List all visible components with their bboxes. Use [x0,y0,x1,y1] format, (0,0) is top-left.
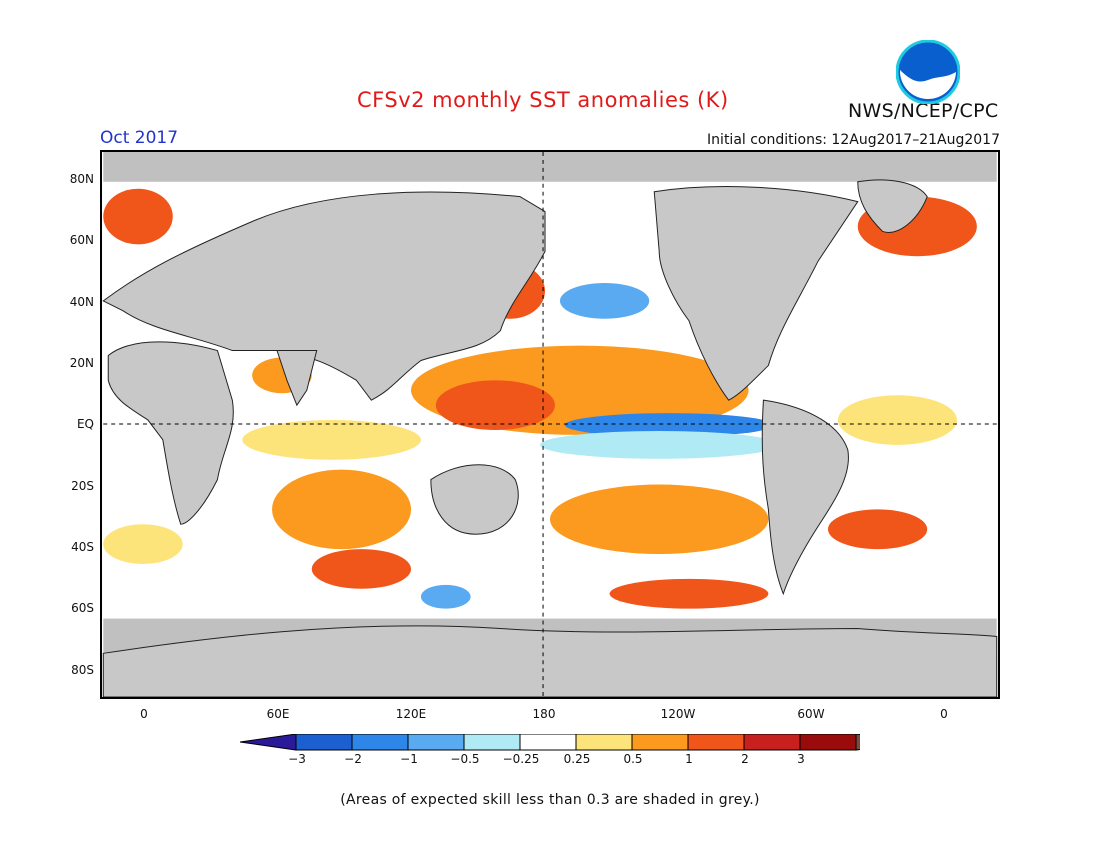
anomaly-patches [103,188,977,609]
colorbar-label: −2 [344,752,362,766]
lon-label: 0 [940,707,948,721]
lat-label: 20S [71,479,94,493]
africa [107,341,234,525]
colorbar-cell [575,734,633,751]
indian-yellow [242,420,421,460]
australia [430,464,519,535]
polar-grey-north [103,152,997,182]
lat-label: 60S [71,601,94,615]
colorbar-label: −1 [400,752,418,766]
lat-label: EQ [76,417,94,431]
colorbar-cell [463,734,521,751]
chart-title: CFSv2 monthly SST anomalies (K) [357,88,729,112]
greenland [857,179,928,233]
lon-label: 0 [140,707,148,721]
tropical-atlantic-yellow [837,395,958,445]
lon-label: 120E [395,707,427,721]
colorbar-cell-min [240,734,297,751]
colorbar-label: −3 [288,752,306,766]
indian-red [311,549,412,589]
india [276,350,318,407]
antarctica [102,625,998,697]
colorbar-cell [407,734,465,751]
lon-label: 60W [797,707,825,721]
s-atlantic-warm [827,509,928,550]
noaa-logo [896,40,960,104]
lat-label: 80S [71,663,94,677]
footnote: (Areas of expected skill less than 0.3 a… [340,792,760,808]
colorbar-cell [743,734,801,751]
colorbar-cell [687,734,745,751]
land-masses [102,179,998,697]
colorbar-label: 2 [741,752,749,766]
colorbar-label: 0.5 [623,752,643,766]
ne-pacific-cool [559,283,650,319]
s-atl-yellow [103,524,183,564]
nino-cool [564,413,774,437]
norwegian-warm [103,188,173,245]
colorbar-label: −0.25 [502,752,540,766]
lat-label: 40S [71,540,94,554]
forecast-month: Oct 2017 [100,128,179,148]
colorbar-label: 0.25 [563,752,591,766]
colorbar-label: 3 [797,752,805,766]
colorbar [240,734,860,751]
north-america [653,186,859,401]
lon-label: 120W [660,707,696,721]
colorbar-label: −0.5 [450,752,480,766]
s-pacific-warm [550,484,769,555]
nino-light [540,430,779,459]
s-pacific-red [609,578,769,609]
south-america [761,399,849,596]
colorbar-cell [295,734,353,751]
lon-label: 60E [266,707,290,721]
lon-label: 180 [532,707,556,721]
colorbar-cell-max [855,734,860,751]
colorbar-cell [631,734,689,751]
indian-warm [272,469,412,550]
colorbar-label: 1 [685,752,693,766]
initial-conditions: Initial conditions: 12Aug2017–21Aug2017 [707,132,1000,148]
lat-label: 20N [69,356,94,370]
organization-label: NWS/NCEP/CPC [848,100,999,122]
colorbar-cell [519,734,577,751]
sst-anomaly-map [100,150,1000,699]
colorbar-cell [351,734,409,751]
s-ocean-blue [420,584,471,609]
lat-label: 60N [69,233,94,247]
lat-label: 40N [69,295,94,309]
lat-label: 80N [69,172,94,186]
colorbar-cell [799,734,857,751]
w-pacific-warm [435,380,555,430]
